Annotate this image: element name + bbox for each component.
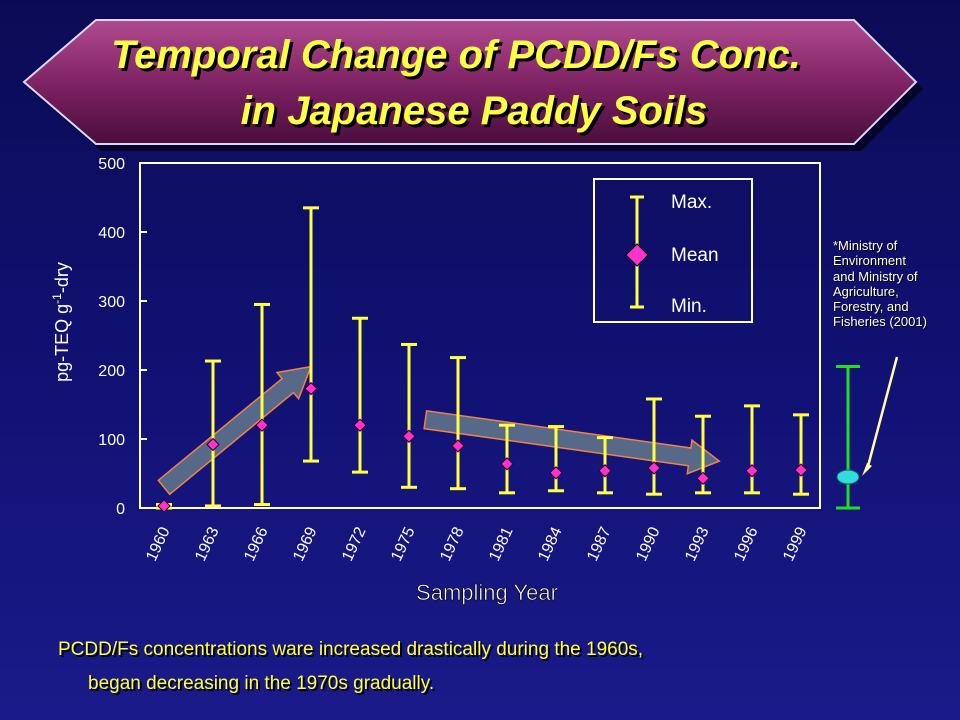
mean-marker xyxy=(451,439,465,453)
mean-markers xyxy=(157,381,808,513)
x-tick-label: 1966 xyxy=(241,524,271,564)
x-tick-label: 1963 xyxy=(192,524,222,564)
x-tick-label: 1984 xyxy=(535,524,565,564)
reference-pointer xyxy=(865,356,899,471)
y-axis-title-sup: -1 xyxy=(50,293,64,304)
mean-marker xyxy=(206,437,220,452)
mean-marker xyxy=(598,464,612,478)
y-axis-title: pg-TEQ g-1-dry xyxy=(50,262,72,382)
error-bars xyxy=(156,206,809,510)
legend-box xyxy=(593,178,753,323)
legend-min-label: Min. xyxy=(671,296,707,317)
y-tick-label: 500 xyxy=(98,156,125,173)
y-axis-title-tail: -dry xyxy=(52,262,72,293)
x-tick-label: 1999 xyxy=(780,524,810,564)
mean-marker xyxy=(549,466,563,480)
y-tick-label: 0 xyxy=(116,501,125,518)
x-tick-label: 1969 xyxy=(290,524,320,564)
y-axis: 0 100 200 300 400 500 xyxy=(98,156,147,518)
title-line-1: Temporal Change of PCDD/Fs Conc. xyxy=(111,33,801,77)
y-tick-label: 300 xyxy=(98,294,125,311)
y-tick-label: 200 xyxy=(98,363,125,380)
plot-area xyxy=(139,162,821,509)
mean-marker xyxy=(647,461,661,475)
x-tick-label: 1993 xyxy=(682,524,712,564)
x-axis: 1960 1963 1966 1969 1972 1975 1978 1981 1984 1987… xyxy=(143,524,810,564)
trend-arrow xyxy=(423,409,721,475)
y-axis-title-main: pg-TEQ g xyxy=(52,304,72,382)
mean-marker xyxy=(794,463,808,477)
legend: Max. Mean Min. xyxy=(593,178,753,323)
legend-mean-marker xyxy=(625,243,649,267)
title-line-2: in Japanese Paddy Soils xyxy=(240,89,708,133)
mean-marker xyxy=(255,418,269,432)
caption-line-1: PCDD/Fs concentrations ware increased dr… xyxy=(58,639,644,660)
mean-marker xyxy=(353,418,367,432)
legend-mean-label: Mean xyxy=(671,245,719,266)
mean-marker xyxy=(402,429,416,443)
mean-marker xyxy=(745,464,759,478)
trend-arrow xyxy=(157,365,313,496)
caption: PCDD/Fs concentrations ware increased dr… xyxy=(58,633,938,701)
x-tick-label: 1990 xyxy=(633,524,663,564)
x-tick-label: 1987 xyxy=(584,524,614,564)
reference-mean-marker xyxy=(836,469,860,485)
caption-line-2: began decreasing in the 1970s gradually. xyxy=(88,673,435,694)
trend-arrows xyxy=(157,365,721,496)
mean-marker xyxy=(500,457,514,471)
title-banner xyxy=(22,19,923,151)
reference-bar xyxy=(836,356,899,510)
x-tick-label: 1960 xyxy=(143,524,173,564)
y-tick-label: 100 xyxy=(98,432,125,449)
x-tick-label: 1996 xyxy=(731,524,761,564)
x-tick-label: 1978 xyxy=(437,524,467,564)
footnote: *Ministry of Environment and Ministry of… xyxy=(833,238,927,330)
mean-marker xyxy=(304,381,318,396)
legend-max-label: Max. xyxy=(671,192,712,213)
y-tick-label: 400 xyxy=(98,225,125,242)
x-axis-title: Sampling Year xyxy=(416,580,558,605)
mean-marker xyxy=(157,499,171,513)
x-tick-label: 1972 xyxy=(339,524,369,564)
x-tick-label: 1975 xyxy=(388,524,418,564)
reference-pointer-head xyxy=(862,463,872,476)
mean-marker xyxy=(696,471,710,486)
x-tick-label: 1981 xyxy=(486,524,516,564)
